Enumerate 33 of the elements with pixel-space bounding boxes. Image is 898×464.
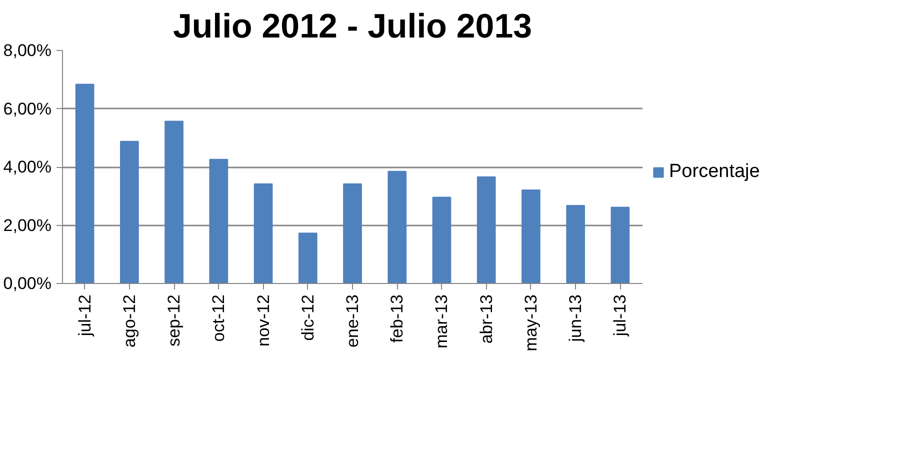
- x-tick-label: dic-12: [298, 294, 318, 341]
- bar: [120, 140, 139, 284]
- bar: [388, 170, 407, 284]
- y-tick-label: 0,00%: [3, 274, 52, 293]
- y-tick-label: 2,00%: [3, 216, 52, 235]
- x-tick-label: abr-13: [476, 294, 496, 344]
- y-tick-label: 8,00%: [3, 41, 52, 60]
- x-tick-label: mar-13: [432, 294, 452, 348]
- bar: [432, 196, 452, 284]
- legend-label: Porcentaje: [669, 161, 760, 183]
- bar: [298, 232, 318, 284]
- bar: [164, 120, 184, 284]
- chart-title: Julio 2012 - Julio 2013: [172, 8, 532, 46]
- x-tick-label: jul-13: [610, 294, 630, 338]
- bar: [343, 183, 362, 284]
- bar: [209, 158, 228, 284]
- bar: [476, 176, 496, 284]
- x-tick-label: sep-12: [164, 294, 184, 346]
- bar: [75, 84, 94, 284]
- bar: [610, 206, 630, 284]
- bar: [522, 190, 540, 284]
- x-tick-label: jun-13: [566, 294, 586, 343]
- x-tick-label: feb-13: [388, 294, 407, 343]
- x-tick-label: oct-12: [209, 294, 228, 342]
- bar: [566, 204, 585, 284]
- y-tick-label: 6,00%: [3, 99, 52, 118]
- x-tick-label: nov-12: [254, 294, 273, 346]
- x-tick-label: may-13: [521, 294, 540, 352]
- bar: [254, 183, 273, 284]
- y-tick-label: 4,00%: [3, 158, 52, 176]
- x-tick-label: ene-13: [343, 294, 362, 348]
- x-tick-label: ago-12: [120, 294, 139, 348]
- x-tick-label: jul-12: [75, 294, 94, 338]
